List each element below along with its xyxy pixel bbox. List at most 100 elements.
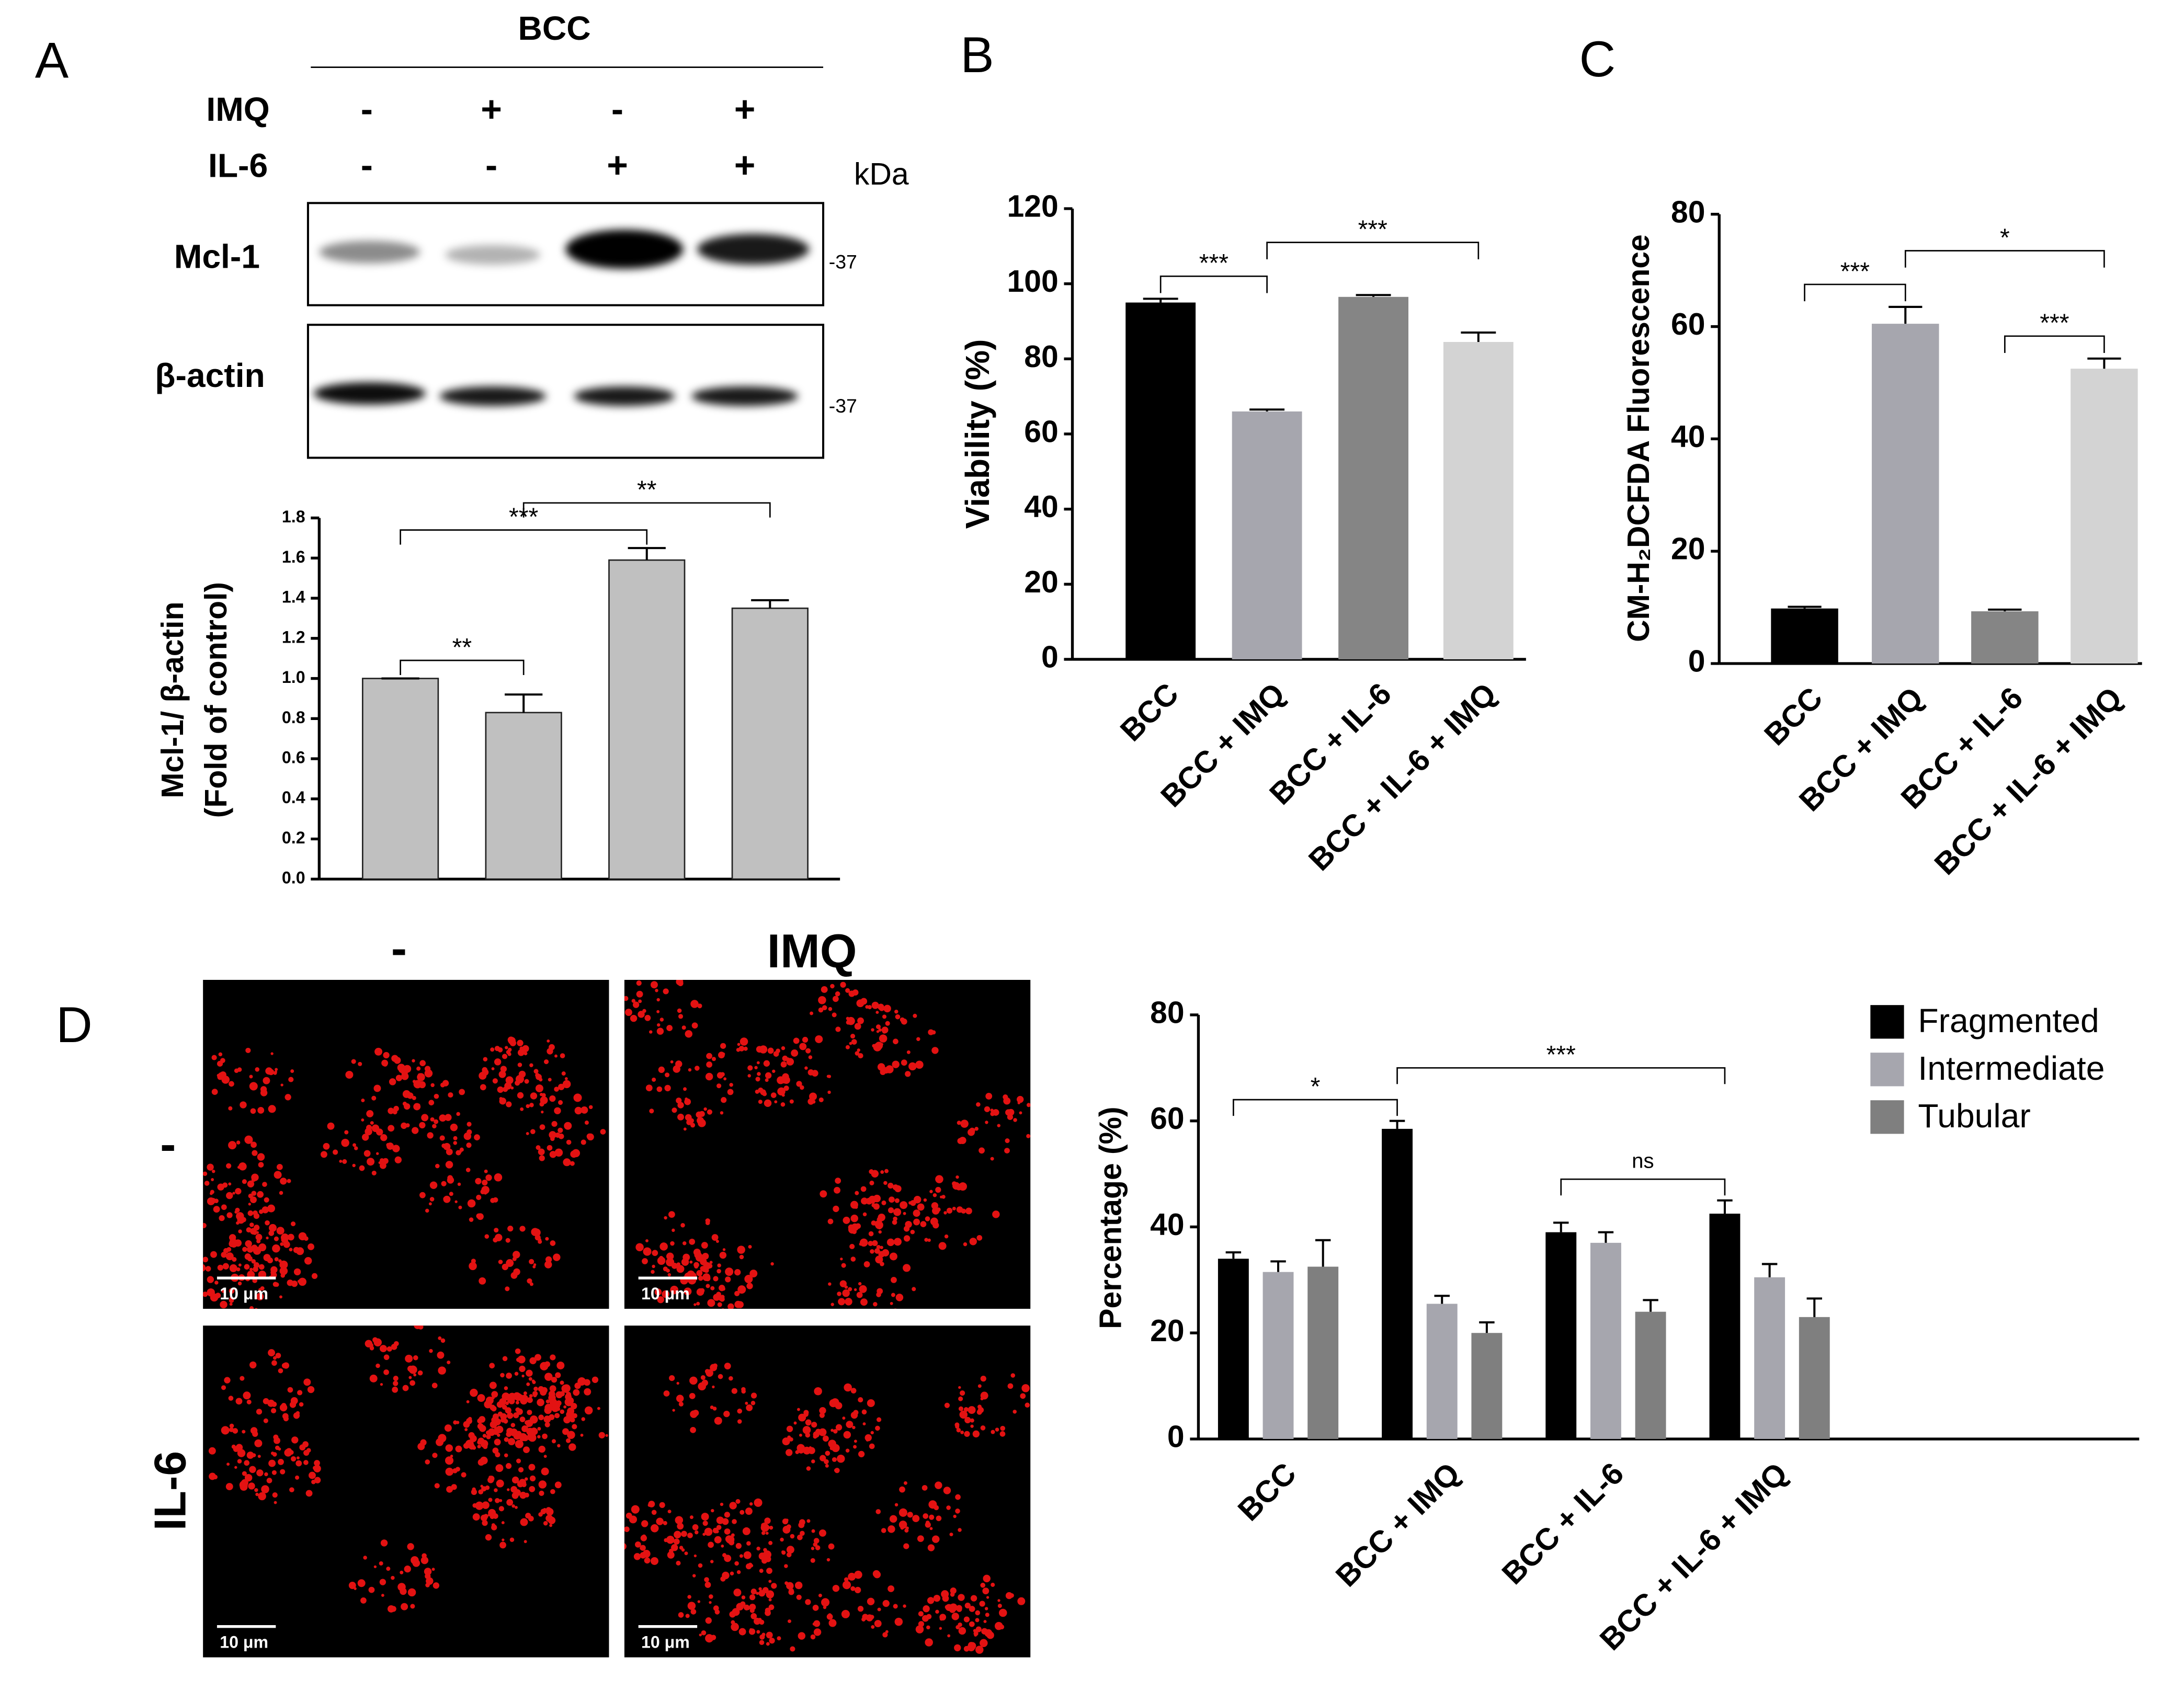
mito [975,1618,980,1623]
mito [492,1447,499,1454]
mito [973,1629,977,1632]
mito [1040,1126,1048,1133]
mito [234,1239,242,1247]
mito [245,1240,252,1248]
mito [776,1048,780,1053]
mito [638,1011,645,1018]
y-tick-label: 1.0 [282,668,305,687]
mito [868,1240,873,1247]
mito [835,1178,841,1184]
mito [900,1526,904,1530]
mito [438,1336,442,1340]
mito [543,1059,549,1065]
mito [813,1628,822,1636]
mito [889,1252,897,1261]
mito [826,1558,831,1562]
mito [275,1353,281,1358]
mito [855,1191,859,1195]
mito [805,1419,812,1426]
mito [550,1489,555,1494]
mito [1009,1593,1014,1598]
mito [507,1398,510,1401]
y-tick-label: 1.8 [282,507,305,526]
mito [525,1477,528,1481]
mito [500,1373,505,1378]
mito [894,1503,898,1507]
mito [855,1223,861,1229]
mito [255,1067,260,1072]
mito [491,1391,498,1398]
mito [820,1455,826,1461]
mito [220,1300,228,1309]
mito [714,1536,722,1544]
mito [663,988,669,995]
mito [280,1233,289,1242]
mito [849,1243,855,1250]
mito [781,1046,786,1050]
y-axis-title: CM-H₂DCFDA Fluorescence [1622,234,1656,642]
mito [732,1519,737,1524]
mito [986,1596,989,1599]
mito [777,1087,786,1096]
mito [723,1077,727,1081]
mito [1000,1425,1006,1431]
mito [505,1046,508,1049]
mito [456,1112,460,1116]
mito [857,1048,860,1052]
mito [379,1158,384,1163]
mito [381,1059,389,1067]
mito [508,1438,516,1446]
significance-label: ** [452,633,472,661]
mito [280,1242,284,1246]
mito [214,1198,219,1203]
mito [514,1393,522,1401]
band [445,245,541,265]
mito [236,1267,241,1272]
mito [785,1518,789,1522]
mito [249,1075,253,1079]
mito [504,1386,508,1390]
mito [506,1101,512,1107]
mito [291,1436,299,1444]
mito [240,1101,247,1109]
mito [605,1434,608,1437]
mito [744,1275,753,1284]
mito [287,1387,293,1393]
mito [1010,1373,1016,1378]
mito [842,1581,851,1590]
y-tick-label: 20 [1671,532,1705,566]
mito [303,1378,311,1386]
mito [908,1062,917,1071]
treatment-sign: - [361,89,373,130]
mito [549,1095,556,1102]
mito [371,1095,377,1101]
mito [434,1119,439,1124]
mito [270,1266,278,1274]
mito [258,1243,267,1252]
mito [529,1063,533,1068]
mito [426,1577,434,1585]
mito [975,1610,981,1616]
mito [670,1288,677,1295]
mito [780,1102,786,1107]
mito [558,1100,563,1105]
mito [371,1124,380,1132]
mito [765,1072,772,1079]
row-label: IL-6 [145,1451,196,1530]
mito [772,1069,776,1073]
mito [786,1582,794,1590]
mito [434,1093,439,1099]
mito [476,1194,482,1201]
mito [268,1349,276,1357]
mito [893,1038,898,1045]
mito [850,1256,856,1262]
mito [666,1258,675,1266]
mito [544,1403,553,1412]
mito [515,1442,521,1448]
error-bar [1553,1221,1569,1232]
mito [267,1257,273,1264]
mito [464,1428,468,1432]
mito [484,1169,488,1173]
mito [701,1242,708,1249]
mito [759,1634,765,1640]
